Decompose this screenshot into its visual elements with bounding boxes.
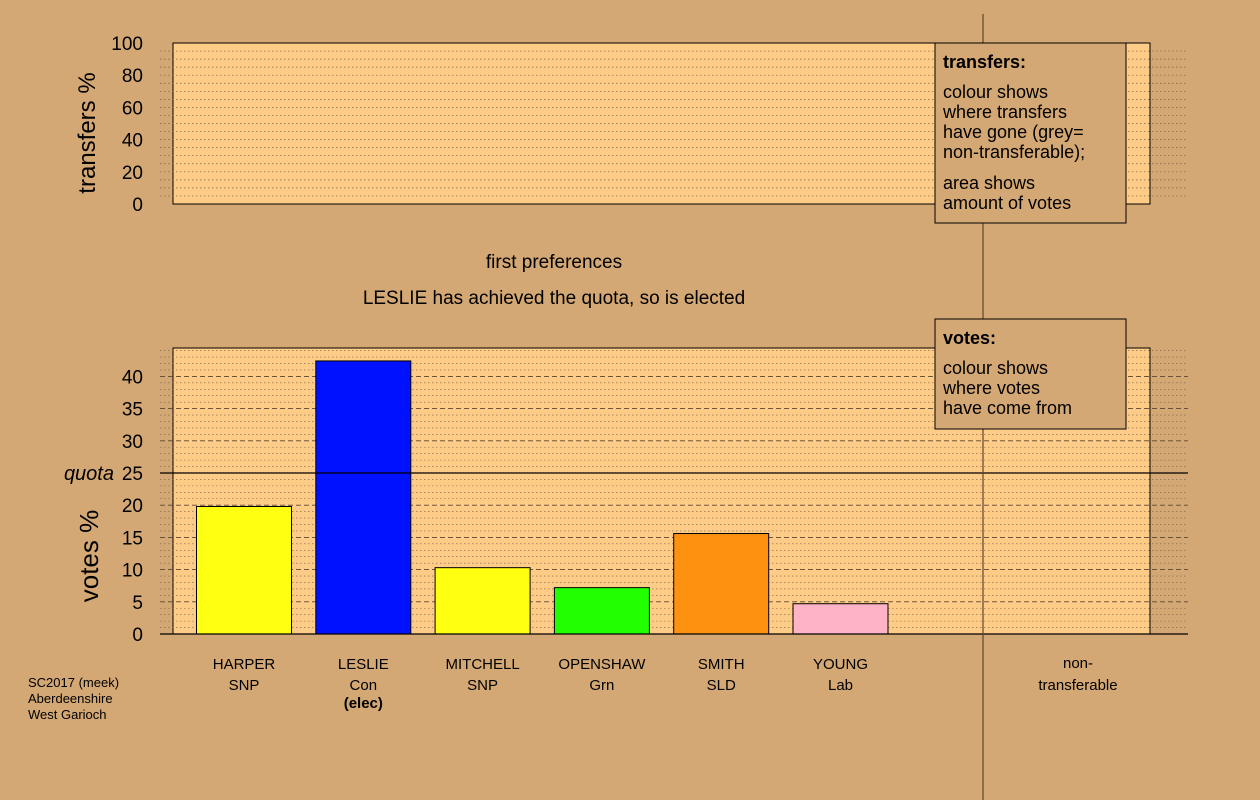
votes-y-tick-label: 15	[122, 528, 143, 549]
candidate-party-label: SLD	[707, 677, 736, 694]
transfers-legend-title: transfers:	[943, 52, 1026, 72]
transfers-legend-line: non-transferable);	[943, 142, 1085, 162]
footer-line: Aberdeenshire	[28, 691, 113, 706]
votes-y-ticks: 0 5 10 15 20 25 30 35 40	[122, 367, 143, 646]
votes-legend: votes: colour shows where votes have com…	[934, 318, 1127, 430]
votes-bars	[196, 360, 889, 635]
votes-y-tick-label: 40	[122, 367, 143, 388]
non-transferable-label-line1: non-	[1063, 655, 1093, 672]
transfers-legend-line: area shows	[943, 173, 1035, 193]
bar-leslie	[315, 360, 412, 635]
transfers-y-tick-label: 100	[111, 34, 143, 55]
transfers-legend-box	[934, 42, 1127, 224]
bar-openshaw	[553, 587, 650, 635]
quota-label: quota	[64, 463, 114, 485]
candidate-status-label: (elec)	[344, 695, 383, 712]
transfers-y-tick-label: 60	[122, 98, 143, 119]
candidate-name-label: LESLIE	[338, 656, 389, 673]
votes-y-tick-label: 25	[122, 464, 143, 485]
candidate-party-label: Lab	[828, 677, 853, 694]
non-transferable-label-line2: transferable	[1038, 677, 1117, 694]
votes-y-tick-label: 30	[122, 432, 143, 453]
transfers-legend-line: have gone (grey=	[943, 122, 1084, 142]
candidate-party-label: Grn	[589, 677, 614, 694]
transfers-y-tick-label: 80	[122, 66, 143, 87]
candidate-party-label: SNP	[229, 677, 260, 694]
bar-smith	[673, 533, 770, 635]
votes-legend-line: where votes	[942, 378, 1040, 398]
votes-y-tick-label: 35	[122, 400, 143, 421]
chart-title: first preferences	[486, 252, 622, 273]
votes-legend-line: have come from	[943, 398, 1072, 418]
votes-y-tick-label: 20	[122, 496, 143, 517]
candidate-name-label: MITCHELL	[446, 656, 520, 673]
candidate-name-label: HARPER	[213, 656, 276, 673]
chart-subtitle: LESLIE has achieved the quota, so is ele…	[363, 288, 745, 309]
bar-mitchell	[434, 567, 531, 635]
votes-y-tick-label: 0	[132, 625, 143, 646]
footer-line: SC2017 (meek)	[28, 675, 119, 690]
footer-line: West Garioch	[28, 707, 107, 722]
candidate-labels: HARPER SNP LESLIE Con(elec) MITCHELL SNP OPENS…	[213, 656, 868, 712]
bar-harper	[196, 505, 292, 635]
candidate-name-label: YOUNG	[813, 656, 868, 673]
transfers-y-ticks: 0 20 40 60 80 100	[111, 34, 143, 216]
bar-young	[792, 603, 889, 635]
candidate-name-label: SMITH	[698, 656, 745, 673]
transfers-y-tick-label: 40	[122, 131, 143, 152]
transfers-legend-line: amount of votes	[943, 193, 1071, 213]
transfers-legend-line: colour shows	[943, 82, 1048, 102]
candidate-party-label: Con	[350, 677, 378, 694]
transfers-y-tick-label: 0	[132, 195, 143, 216]
votes-legend-line: colour shows	[943, 358, 1048, 378]
candidate-name-label: OPENSHAW	[558, 656, 646, 673]
votes-legend-box	[934, 318, 1127, 430]
transfers-y-axis-label: transfers %	[74, 72, 101, 193]
votes-legend-title: votes:	[943, 328, 996, 348]
votes-y-tick-label: 5	[132, 593, 143, 614]
votes-y-axis-label: votes %	[74, 510, 104, 603]
transfers-legend-line: where transfers	[942, 102, 1067, 122]
transfers-legend: transfers: colour shows where transfers …	[934, 42, 1127, 224]
votes-y-tick-label: 10	[122, 561, 143, 582]
candidate-party-label: SNP	[467, 677, 498, 694]
transfers-y-tick-label: 20	[122, 163, 143, 184]
